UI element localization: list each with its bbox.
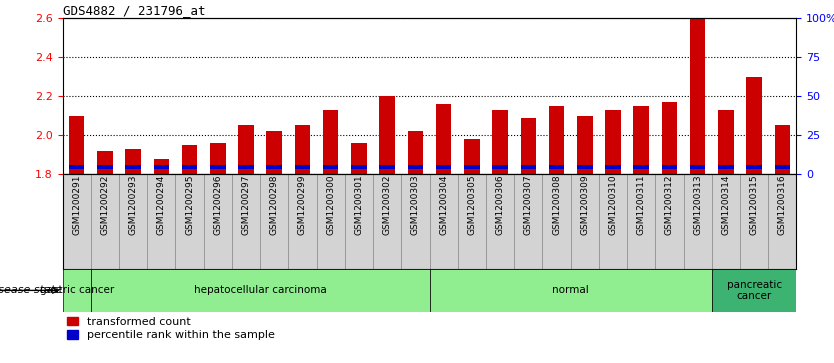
Bar — [294, 165, 310, 170]
Bar — [294, 126, 310, 174]
Bar — [492, 165, 508, 170]
Text: hepatocellular carcinoma: hepatocellular carcinoma — [193, 285, 327, 295]
Bar — [267, 165, 282, 170]
Bar — [210, 165, 225, 170]
Bar — [549, 165, 565, 170]
Text: GDS4882 / 231796_at: GDS4882 / 231796_at — [63, 4, 205, 17]
Text: disease state: disease state — [0, 285, 63, 295]
Bar — [153, 159, 169, 174]
Bar — [746, 165, 762, 170]
Bar — [351, 165, 367, 170]
Bar — [69, 165, 84, 170]
Bar — [323, 165, 339, 170]
Bar — [97, 165, 113, 170]
Bar — [577, 116, 592, 174]
Legend: transformed count, percentile rank within the sample: transformed count, percentile rank withi… — [63, 312, 279, 344]
Bar — [492, 110, 508, 174]
Bar — [464, 139, 480, 174]
Bar — [718, 110, 734, 174]
Bar — [605, 165, 620, 170]
Bar — [408, 165, 423, 170]
Bar — [520, 165, 536, 170]
Bar — [379, 165, 395, 170]
Bar — [351, 143, 367, 174]
Bar — [153, 165, 169, 170]
Bar — [97, 151, 113, 174]
Bar — [718, 165, 734, 170]
Bar — [323, 110, 339, 174]
Bar — [634, 106, 649, 174]
Bar — [464, 165, 480, 170]
Bar — [408, 131, 423, 174]
Bar — [69, 116, 84, 174]
Bar — [91, 269, 430, 312]
Bar — [182, 145, 198, 174]
Bar — [711, 269, 796, 312]
Bar — [182, 165, 198, 170]
Bar — [775, 165, 790, 170]
Bar — [634, 165, 649, 170]
Bar — [577, 165, 592, 170]
Bar — [661, 165, 677, 170]
Bar — [267, 131, 282, 174]
Bar — [549, 106, 565, 174]
Bar — [746, 77, 762, 174]
Text: normal: normal — [552, 285, 589, 295]
Bar — [125, 149, 141, 174]
Bar — [63, 269, 91, 312]
Bar — [436, 104, 451, 174]
Bar — [520, 118, 536, 174]
Bar — [775, 126, 790, 174]
Bar — [210, 143, 225, 174]
Text: gastric cancer: gastric cancer — [39, 285, 113, 295]
Bar — [430, 269, 711, 312]
Bar — [661, 102, 677, 174]
Bar — [239, 126, 254, 174]
Bar — [690, 165, 706, 170]
Bar — [379, 96, 395, 174]
Bar — [605, 110, 620, 174]
Bar — [690, 18, 706, 174]
Bar — [436, 165, 451, 170]
Text: pancreatic
cancer: pancreatic cancer — [726, 280, 781, 301]
Bar — [125, 165, 141, 170]
Bar — [239, 165, 254, 170]
